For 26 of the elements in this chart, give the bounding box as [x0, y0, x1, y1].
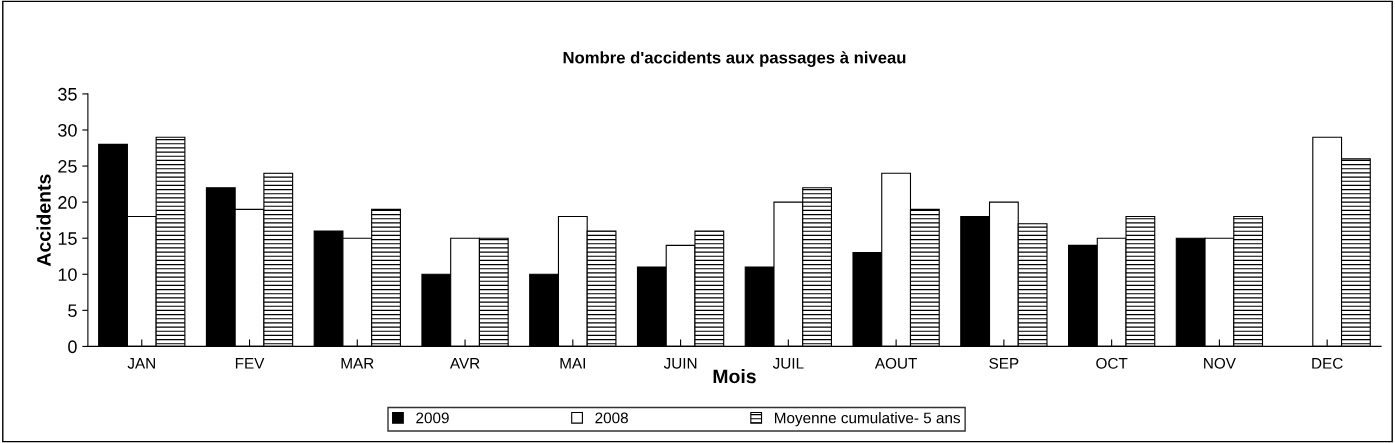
y-tick-label: 20	[58, 196, 77, 209]
legend-label: 2008	[595, 412, 628, 424]
y-tick-label: 10	[58, 268, 77, 281]
y-tick-label: 15	[58, 232, 77, 245]
y-tick-label: 25	[58, 160, 77, 173]
x-tick-label: MAI	[560, 358, 585, 369]
x-tick-label: DEC	[1312, 357, 1343, 369]
x-tick-label: SEP	[989, 357, 1019, 369]
x-tick-label: NOV	[1204, 357, 1236, 369]
x-tick-label: MAR	[341, 358, 374, 369]
y-tick-label: 5	[68, 304, 77, 318]
legend-label: 2009	[416, 412, 449, 424]
y-tick-label: 0	[68, 340, 77, 354]
y-axis-title: Accidents	[36, 174, 51, 267]
x-tick-label: JAN	[127, 358, 155, 369]
x-tick-label: AOUT	[874, 357, 917, 369]
y-tick-label: 35	[58, 87, 77, 101]
chart-title: Nombre d'accidents aux passages à niveau	[563, 51, 906, 67]
legend-label: Moyenne cumulative- 5 ans	[775, 412, 961, 427]
x-tick-label: OCT	[1096, 357, 1128, 369]
x-tick-label: JUIN	[663, 358, 697, 369]
y-tick-label: 30	[58, 123, 77, 137]
x-tick-label: JUIL	[772, 358, 804, 369]
x-tick-label: FEV	[235, 358, 265, 369]
x-tick-label: AVR	[449, 358, 480, 369]
x-axis-title: Mois	[713, 369, 756, 384]
